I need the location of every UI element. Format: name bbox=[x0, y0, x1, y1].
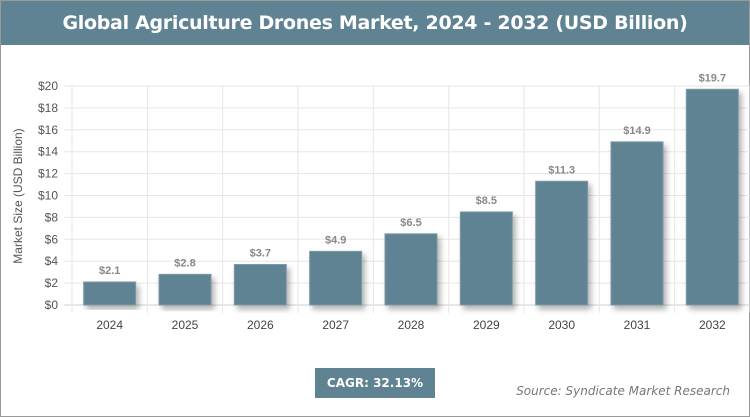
y-tick-label: $4 bbox=[45, 254, 59, 268]
source-note: Source: Syndicate Market Research bbox=[516, 384, 730, 398]
data-label: $8.5 bbox=[476, 195, 497, 207]
x-tick-label: 2029 bbox=[473, 318, 500, 332]
bar-2025 bbox=[158, 273, 212, 306]
y-tick-label: $20 bbox=[38, 79, 58, 93]
bar-2032 bbox=[685, 88, 739, 306]
y-tick-label: $2 bbox=[45, 276, 59, 290]
data-label: $2.1 bbox=[99, 265, 120, 277]
bar-2030 bbox=[535, 180, 589, 306]
y-tick-label: $8 bbox=[45, 210, 59, 224]
bar-2024 bbox=[83, 281, 137, 306]
x-tick-label: 2030 bbox=[548, 318, 575, 332]
data-label: $4.9 bbox=[325, 234, 346, 246]
data-label: $3.7 bbox=[250, 247, 271, 259]
x-tick-label: 2027 bbox=[322, 318, 349, 332]
bar-2027 bbox=[309, 250, 363, 306]
y-tick-label: $14 bbox=[38, 145, 58, 159]
y-tick-label: $18 bbox=[38, 101, 58, 115]
y-tick-label: $0 bbox=[45, 298, 59, 312]
cagr-badge: CAGR: 32.13% bbox=[315, 368, 435, 398]
y-tick-label: $12 bbox=[38, 167, 58, 181]
data-label: $19.7 bbox=[699, 72, 727, 84]
x-tick-label: 2026 bbox=[247, 318, 274, 332]
x-tick-label: 2032 bbox=[699, 318, 726, 332]
bar-2028 bbox=[384, 233, 438, 306]
y-tick-label: $10 bbox=[38, 189, 58, 203]
y-axis-label: Market Size (USD Billion) bbox=[11, 128, 25, 263]
data-label: $14.9 bbox=[623, 125, 651, 137]
data-label: $2.8 bbox=[174, 257, 195, 269]
x-tick-label: 2031 bbox=[624, 318, 651, 332]
chart-title: Global Agriculture Drones Market, 2024 -… bbox=[1, 1, 749, 45]
bar-2029 bbox=[459, 211, 513, 306]
bar-2031 bbox=[610, 141, 664, 306]
data-label: $6.5 bbox=[400, 217, 421, 229]
y-tick-label: $6 bbox=[45, 232, 59, 246]
x-tick-label: 2025 bbox=[172, 318, 199, 332]
x-tick-label: 2028 bbox=[398, 318, 425, 332]
bar-2026 bbox=[233, 263, 287, 306]
data-label: $11.3 bbox=[548, 164, 575, 176]
x-tick-label: 2024 bbox=[96, 318, 123, 332]
y-tick-label: $16 bbox=[38, 123, 58, 137]
